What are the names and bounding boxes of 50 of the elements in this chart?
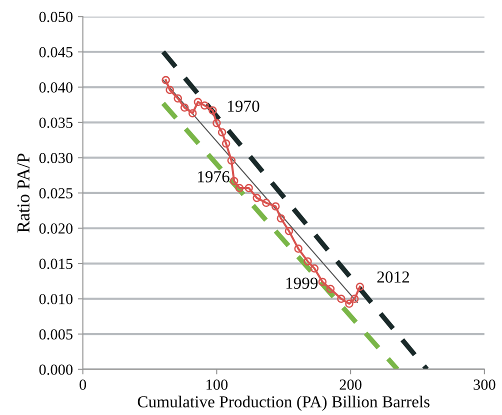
annotation: 1999 xyxy=(286,278,318,289)
point xyxy=(356,282,364,291)
y-tick-label: 0.015 xyxy=(39,258,73,270)
point xyxy=(180,103,189,112)
y-tick-label: 0.035 xyxy=(39,118,73,128)
y-tick-label: 0.040 xyxy=(39,82,73,93)
point xyxy=(304,257,312,266)
y-axis-title: Ratio PA/P xyxy=(17,154,30,233)
y-tick-label: 0.050 xyxy=(39,12,73,22)
annotation: 2012 xyxy=(377,271,410,283)
x-tick-label: 200 xyxy=(340,380,362,390)
point xyxy=(212,118,221,128)
point xyxy=(252,194,262,202)
point xyxy=(162,76,170,84)
y-tick-label: 0.025 xyxy=(39,188,73,198)
point xyxy=(318,278,327,286)
annotation: 1976 xyxy=(198,171,230,182)
point xyxy=(235,184,244,192)
point xyxy=(230,176,238,186)
point xyxy=(350,294,359,303)
point xyxy=(326,284,335,294)
x-axis-title: Cumulative Production (PA) Billion Barrels xyxy=(138,396,430,411)
point xyxy=(271,202,280,211)
point xyxy=(227,156,236,165)
x-tick-label: 100 xyxy=(206,380,228,390)
annotation: 1970 xyxy=(228,100,260,112)
point xyxy=(208,106,217,115)
y-tick-label: 0.010 xyxy=(39,294,73,304)
point xyxy=(166,86,174,94)
point xyxy=(345,300,354,308)
point xyxy=(174,94,182,103)
point xyxy=(310,264,319,273)
point xyxy=(244,184,253,192)
y-tick-label: 0.045 xyxy=(39,47,73,58)
y-tick-label: 0.020 xyxy=(39,223,73,234)
point xyxy=(337,294,346,303)
point xyxy=(194,98,202,106)
point xyxy=(200,101,209,110)
point xyxy=(188,109,197,118)
y-tick-label: 0.005 xyxy=(39,329,73,340)
x-tick-label: 0 xyxy=(80,380,86,390)
point xyxy=(284,226,294,236)
x-tick-label: 300 xyxy=(474,380,496,390)
point xyxy=(222,139,230,148)
point xyxy=(276,214,286,223)
y-tick-label: 0.000 xyxy=(39,364,73,375)
point xyxy=(262,198,270,208)
y-tick-label: 0.030 xyxy=(39,152,73,164)
point xyxy=(218,128,226,136)
point xyxy=(294,244,303,253)
